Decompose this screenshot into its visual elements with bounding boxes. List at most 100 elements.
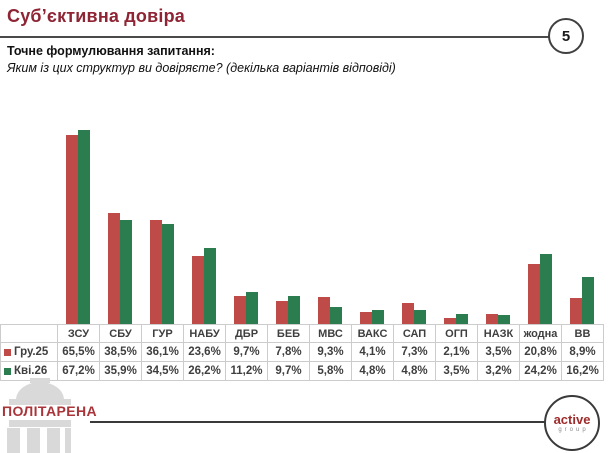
data-table: ЗСУ СБУ ГУР НАБУ ДБР БЕБ МВС ВАКС САП ОГП НАЗК жодн…: [0, 324, 604, 381]
bar-Кві.26-НАБУ: [204, 248, 216, 324]
bar-Кві.26-ДБР: [246, 292, 258, 324]
value-cell-Кві.26-12: 16,2%: [562, 362, 604, 381]
value-cell-Гру.25-2: 36,1%: [142, 343, 184, 362]
bar-Кві.26-САП: [414, 310, 426, 324]
legend-label-Кві.26: Кві.26: [14, 365, 48, 377]
page-title: Суб’єктивна довіра: [7, 6, 186, 26]
value-cell-Кві.26-0: 67,2%: [58, 362, 100, 381]
bar-Кві.26-ЗСУ: [78, 130, 90, 324]
column-header-3: НАБУ: [184, 325, 226, 343]
bar-Гру.25-НАБУ: [192, 256, 204, 324]
column-header-10: НАЗК: [478, 325, 520, 343]
bar-Кві.26-ГУР: [162, 224, 174, 324]
bar-group-4: [225, 128, 267, 324]
value-cell-Кві.26-3: 26,2%: [184, 362, 226, 381]
bar-Гру.25-БЕБ: [276, 301, 288, 324]
value-cell-Гру.25-9: 2,1%: [436, 343, 478, 362]
building-beam-icon: [9, 399, 71, 405]
column-header-12: ВВ: [562, 325, 604, 343]
value-cell-Кві.26-11: 24,2%: [520, 362, 562, 381]
bar-group-12: [561, 128, 603, 324]
legend-swatch-Гру.25: [4, 348, 11, 356]
legend-cell-Кві.26: Кві.26: [1, 362, 58, 381]
building-column-icon: [27, 428, 40, 453]
building-column-icon: [47, 428, 60, 453]
bar-Гру.25-САП: [402, 303, 414, 324]
column-header-1: СБУ: [100, 325, 142, 343]
bar-Гру.25-ВВ: [570, 298, 582, 324]
active-group-logo: active group: [544, 395, 600, 451]
bar-group-11: [519, 128, 561, 324]
bar-chart: [57, 128, 603, 324]
value-cell-Гру.25-6: 9,3%: [310, 343, 352, 362]
bar-group-10: [477, 128, 519, 324]
building-lantern-icon: [30, 378, 50, 383]
column-header-8: САП: [394, 325, 436, 343]
value-cell-Кві.26-9: 3,5%: [436, 362, 478, 381]
bar-group-1: [99, 128, 141, 324]
value-cell-Гру.25-0: 65,5%: [58, 343, 100, 362]
bar-Кві.26-МВС: [330, 307, 342, 324]
bar-group-3: [183, 128, 225, 324]
bar-Гру.25-жодна: [528, 264, 540, 324]
building-column-icon: [65, 428, 71, 453]
value-cell-Кві.26-7: 4,8%: [352, 362, 394, 381]
value-cell-Кві.26-2: 34,5%: [142, 362, 184, 381]
column-header-4: ДБР: [226, 325, 268, 343]
bar-Кві.26-ВАКС: [372, 310, 384, 324]
value-cell-Кві.26-10: 3,2%: [478, 362, 520, 381]
building-column-icon: [7, 428, 20, 453]
active-group-logo-line2: group: [558, 426, 589, 433]
active-group-logo-line1: active: [553, 411, 591, 427]
bar-group-2: [141, 128, 183, 324]
value-cell-Гру.25-1: 38,5%: [100, 343, 142, 362]
value-cell-Гру.25-12: 8,9%: [562, 343, 604, 362]
footer-divider: [90, 421, 546, 423]
building-dome-icon: [16, 382, 64, 400]
bar-Кві.26-СБУ: [120, 220, 132, 324]
bar-group-0: [57, 128, 99, 324]
value-cell-Кві.26-5: 9,7%: [268, 362, 310, 381]
column-header-5: БЕБ: [268, 325, 310, 343]
question-label: Точне формулювання запитання:: [7, 44, 215, 58]
value-cell-Кві.26-8: 4,8%: [394, 362, 436, 381]
legend-label-Гру.25: Гру.25: [14, 346, 49, 358]
header-divider: [0, 36, 551, 38]
bar-group-5: [267, 128, 309, 324]
politarena-logo-text: ПОЛІТАРЕНА: [2, 403, 97, 419]
bar-group-8: [393, 128, 435, 324]
bar-Кві.26-НАЗК: [498, 315, 510, 324]
value-cell-Гру.25-11: 20,8%: [520, 343, 562, 362]
value-cell-Гру.25-7: 4,1%: [352, 343, 394, 362]
legend-swatch-Кві.26: [4, 367, 11, 375]
page-number-badge: 5: [548, 18, 584, 54]
value-cell-Гру.25-8: 7,3%: [394, 343, 436, 362]
bar-Гру.25-НАЗК: [486, 314, 498, 324]
column-header-9: ОГП: [436, 325, 478, 343]
bar-Гру.25-ВАКС: [360, 312, 372, 324]
bar-Кві.26-БЕБ: [288, 296, 300, 324]
politarena-logo: ПОЛІТАРЕНА: [0, 378, 97, 453]
bar-Гру.25-ГУР: [150, 220, 162, 324]
legend-cell-Гру.25: Гру.25: [1, 343, 58, 362]
column-header-0: ЗСУ: [58, 325, 100, 343]
bar-Кві.26-жодна: [540, 254, 552, 324]
value-cell-Гру.25-4: 9,7%: [226, 343, 268, 362]
bar-group-9: [435, 128, 477, 324]
table-corner-cell: [1, 325, 58, 343]
column-header-11: жодна: [520, 325, 562, 343]
bar-Гру.25-СБУ: [108, 213, 120, 324]
column-header-7: ВАКС: [352, 325, 394, 343]
question-text: Яким із цих структур ви довіряєте? (декі…: [7, 61, 396, 75]
building-beam-icon: [9, 420, 71, 427]
bar-Кві.26-ВВ: [582, 277, 594, 324]
bar-group-6: [309, 128, 351, 324]
value-cell-Кві.26-1: 35,9%: [100, 362, 142, 381]
value-cell-Кві.26-4: 11,2%: [226, 362, 268, 381]
column-header-2: ГУР: [142, 325, 184, 343]
bar-Гру.25-ДБР: [234, 296, 246, 324]
value-cell-Гру.25-3: 23,6%: [184, 343, 226, 362]
column-header-6: МВС: [310, 325, 352, 343]
bar-Гру.25-ЗСУ: [66, 135, 78, 324]
